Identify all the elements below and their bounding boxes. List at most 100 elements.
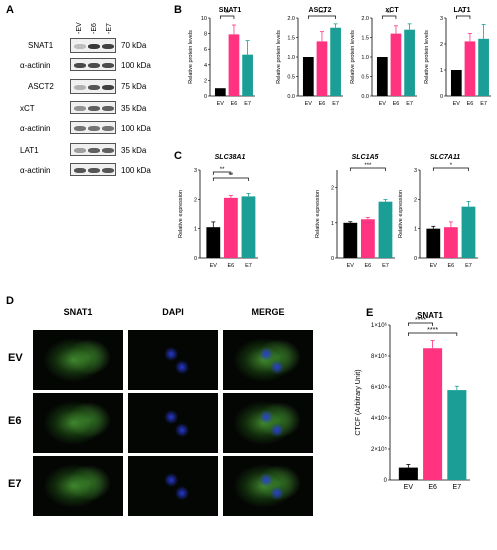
bar-e7 [461, 206, 476, 258]
chart-title: ASCT2 [309, 7, 332, 14]
blot-strip [70, 163, 116, 176]
blot-band [74, 43, 86, 49]
y-tick-label: 0 [204, 94, 207, 100]
significance-bracket [381, 15, 397, 19]
y-axis-label: Relative protein levels [188, 30, 194, 84]
micrograph [33, 330, 123, 390]
y-tick-label: 0.5 [287, 75, 295, 81]
chart-title: SLC7A11 [430, 154, 460, 161]
blot-strip [70, 101, 116, 114]
micrograph [223, 456, 313, 516]
blot-kda-label: 100 kDa [121, 124, 151, 133]
y-tick-label: 1.0 [361, 55, 369, 61]
panel-label-d: D [6, 295, 14, 307]
x-tick-label: E6 [448, 263, 455, 269]
blot-strip [70, 143, 116, 156]
y-tick-label: 3 [440, 16, 443, 22]
chart-title: SNAT1 [417, 311, 443, 320]
x-tick-label: E7 [406, 101, 413, 107]
significance-bracket [408, 322, 433, 326]
y-tick-label: 8×10⁵ [371, 353, 388, 360]
blot-kda-label: 100 kDa [121, 166, 151, 175]
bar-ev [426, 228, 441, 258]
bar-e7 [478, 38, 489, 96]
panel-label-a: A [6, 4, 14, 16]
micrograph [33, 393, 123, 453]
lane-header-2: -E7 [106, 23, 113, 34]
blot-strip [70, 38, 116, 53]
y-tick-label: 2 [414, 197, 417, 203]
blot-band [102, 62, 114, 68]
y-tick-label: 2 [440, 42, 443, 48]
y-tick-label: 2×10⁵ [371, 446, 388, 453]
x-tick-label: E7 [244, 101, 251, 107]
micrograph [33, 456, 123, 516]
blot-band [88, 62, 100, 68]
chart-title: SNAT1 [219, 7, 242, 14]
x-tick-label: E7 [382, 263, 389, 269]
x-tick-label: EV [404, 484, 414, 491]
significance-bracket [212, 171, 232, 175]
microscopy-column-header: SNAT1 [63, 307, 93, 317]
microscopy-column-header: MERGE [251, 307, 285, 317]
blot-band [88, 43, 100, 49]
bar-e6 [316, 41, 328, 96]
chart-title: SLC1A5 [352, 154, 379, 161]
y-tick-label: 1×10⁶ [371, 322, 388, 329]
microscopy-column-header: DAPI [162, 307, 184, 317]
y-axis-label: CTCF (Arbitrary Unit) [355, 369, 362, 435]
y-tick-label: 0.0 [361, 94, 369, 100]
blot-band [102, 105, 114, 111]
significance-label: ** [229, 173, 234, 179]
y-tick-label: 0 [331, 256, 334, 262]
x-tick-label: E6 [228, 263, 235, 269]
blot-row-label: ASCT2 [28, 82, 54, 91]
y-tick-label: 1 [331, 221, 334, 227]
x-tick-label: EV [305, 101, 313, 107]
y-axis-label: Relative protein levels [350, 30, 356, 84]
y-tick-label: 0 [440, 94, 443, 100]
significance-label: ** [387, 11, 392, 17]
y-tick-label: 2 [194, 197, 197, 203]
x-tick-label: E7 [245, 263, 252, 269]
blot-row-label: SNAT1 [28, 41, 54, 50]
micrograph [223, 330, 313, 390]
y-axis-label: Relative expression [178, 190, 184, 238]
blot-band [74, 167, 86, 173]
y-tick-label: 8 [204, 32, 207, 38]
y-tick-label: 0 [414, 256, 417, 262]
bar-e7 [447, 390, 467, 480]
significance-bracket [307, 15, 336, 19]
bar-e6 [443, 227, 458, 258]
x-tick-label: E7 [453, 484, 462, 491]
blot-row-label: α-actinin [20, 61, 51, 70]
significance-bracket [219, 15, 235, 19]
x-tick-label: EV [430, 263, 438, 269]
panel-label-e: E [366, 307, 374, 319]
blot-band [88, 84, 100, 90]
y-axis-label: Relative protein levels [424, 30, 430, 84]
blot-band [102, 167, 114, 173]
lane-header-1: -E6 [91, 23, 98, 34]
panel-label-c: C [174, 150, 182, 162]
y-tick-label: 1.5 [361, 36, 369, 42]
x-tick-label: E6 [365, 263, 372, 269]
x-tick-label: E7 [465, 263, 472, 269]
blot-row-label: α-actinin [20, 124, 51, 133]
blot-kda-label: 70 kDa [121, 41, 147, 50]
significance-label: ** [225, 11, 230, 17]
y-tick-label: 1 [414, 227, 417, 233]
bar-e7 [404, 29, 415, 97]
significance-label: *** [318, 11, 326, 17]
chart-title: LAT1 [454, 7, 471, 14]
bar-ev [450, 70, 462, 96]
x-tick-label: E6 [467, 101, 474, 107]
y-tick-label: 0 [384, 478, 388, 484]
bar-e6 [223, 197, 238, 258]
blot-band [88, 167, 100, 173]
bar-e6 [423, 348, 443, 480]
y-tick-label: 4 [204, 63, 207, 69]
microscopy-row-label: E6 [8, 415, 22, 427]
blot-band [74, 84, 86, 90]
blot-band [74, 62, 86, 68]
